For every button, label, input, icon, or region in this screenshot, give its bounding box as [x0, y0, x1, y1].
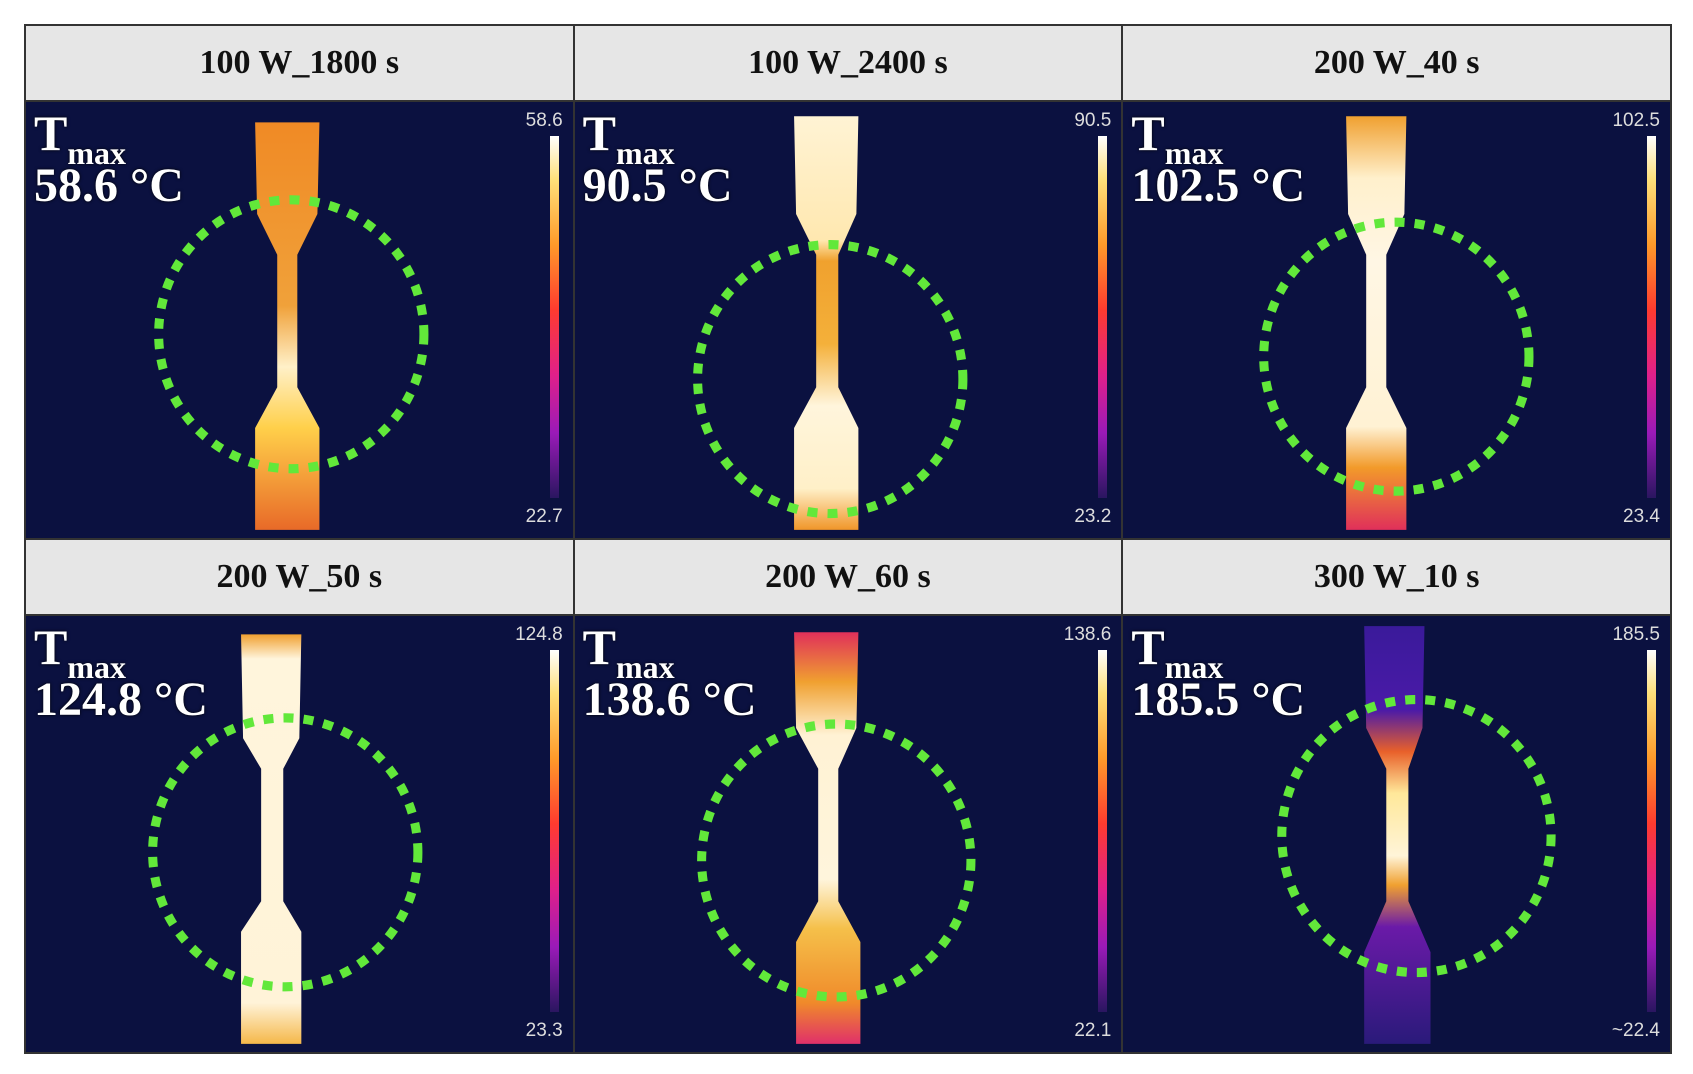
color-scale-bar [549, 650, 559, 1012]
thermal-image [1123, 616, 1670, 1052]
panel-title: 100 W_1800 s [26, 26, 573, 102]
specimen-shape [1364, 626, 1431, 1044]
dotted-circle [148, 713, 423, 992]
scale-min: 23.3 [525, 1020, 563, 1041]
tmax-label: Tmax 124.8 °C [34, 619, 208, 726]
tmax-label: Tmax 58.6 °C [34, 105, 184, 212]
scale-max: 58.6 [525, 110, 563, 131]
thermal-image [575, 616, 1122, 1052]
thermal-image-grid: 100 W_1800 s Tmax 58.6 °C 58.6 22.7 [24, 24, 1672, 1054]
scale-max: 90.5 [1074, 110, 1112, 131]
color-scale-bar [1098, 136, 1108, 498]
color-scale-bar [549, 136, 559, 498]
scale-max: 102.5 [1612, 110, 1660, 131]
tmax-label: Tmax 138.6 °C [582, 619, 757, 726]
tmax-value: 90.5 °C [582, 159, 733, 212]
thermal-panel-4: 200 W_50 s Tmax 124.8 °C 124.8 23.3 [26, 540, 573, 1052]
tmax-value: 138.6 °C [582, 673, 757, 726]
scale-min: 23.4 [1623, 506, 1660, 527]
thermal-panel-5: 200 W_60 s Tmax 138.6 °C 138.6 [574, 540, 1122, 1052]
scale-min: 23.2 [1074, 506, 1112, 527]
scale-max: 124.8 [515, 624, 563, 645]
color-scale-bar [1647, 650, 1656, 1012]
panel-title: 200 W_40 s [1123, 26, 1670, 102]
scale-min: 22.1 [1074, 1020, 1112, 1041]
scale-min: 22.7 [525, 506, 563, 527]
tmax-value: 102.5 °C [1131, 159, 1306, 212]
thermal-panel-2: 100 W_2400 s Tmax 90.5 °C 90.5 [574, 26, 1122, 538]
tmax-label: Tmax 102.5 °C [1131, 105, 1306, 212]
tmax-label: Tmax 90.5 °C [582, 105, 733, 212]
thermal-image [1123, 102, 1670, 538]
tmax-value: 58.6 °C [34, 159, 184, 212]
dotted-circle [1259, 217, 1534, 496]
panel-title: 100 W_2400 s [574, 26, 1122, 102]
thermal-image [26, 102, 573, 538]
thermal-panel-3: 200 W_40 s Tmax 102.5 °C 102.5 23.4 [1123, 26, 1670, 538]
panel-title: 300 W_10 s [1123, 540, 1670, 616]
dotted-circle [696, 719, 976, 1002]
scale-max: 138.6 [1063, 624, 1112, 645]
scale-max: 185.5 [1612, 624, 1660, 645]
thermal-image [575, 102, 1122, 538]
tmax-value: 185.5 °C [1131, 673, 1306, 726]
tmax-value: 124.8 °C [34, 673, 208, 726]
dotted-circle [692, 240, 968, 519]
tmax-label: Tmax 185.5 °C [1131, 619, 1306, 726]
scale-min: ~22.4 [1611, 1020, 1660, 1041]
thermal-image [26, 616, 573, 1052]
specimen-shape [793, 116, 859, 530]
panel-title: 200 W_60 s [574, 540, 1122, 616]
dotted-circle [154, 195, 429, 474]
specimen-shape [1346, 116, 1407, 530]
specimen-shape [255, 122, 320, 530]
dotted-circle [1277, 694, 1556, 978]
specimen-shape [241, 634, 302, 1044]
specimen-shape [793, 632, 861, 1044]
panel-title: 200 W_50 s [26, 540, 573, 616]
color-scale-bar [1098, 650, 1108, 1012]
thermal-panel-1: 100 W_1800 s Tmax 58.6 °C 58.6 22.7 [26, 26, 573, 538]
color-scale-bar [1647, 136, 1656, 498]
thermal-panel-6: 300 W_10 s Tmax 185.5 °C 185.5 [1123, 540, 1670, 1052]
